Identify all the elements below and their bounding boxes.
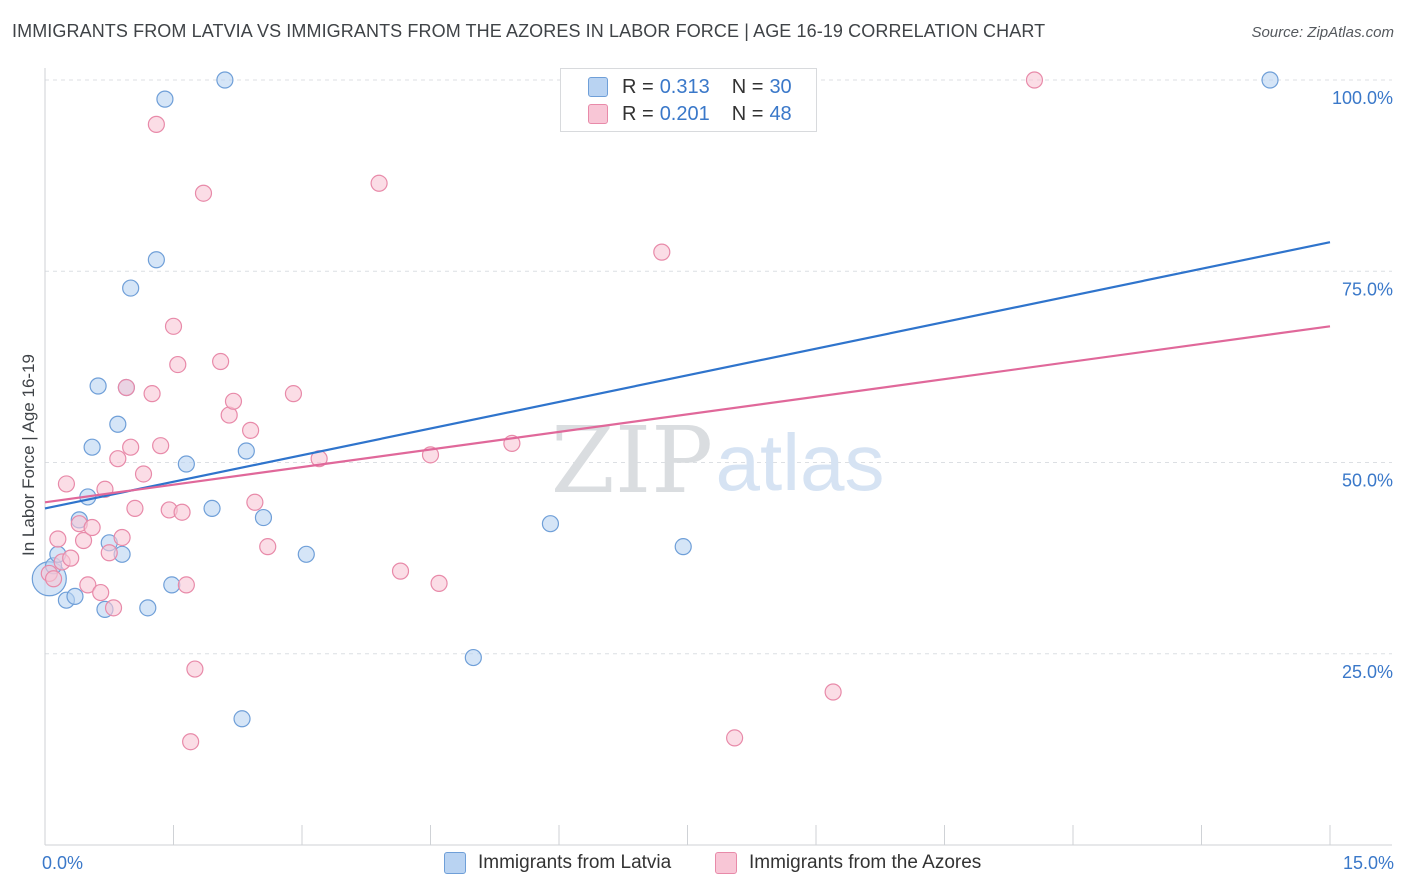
azores-point-1 <box>44 570 63 588</box>
y-tick-label-75: 75.0% <box>1342 279 1393 299</box>
gridlines <box>45 79 1392 655</box>
azores-point-5 <box>62 549 80 567</box>
azores-point-10 <box>92 583 110 602</box>
y-tick-label-25: 25.0% <box>1342 662 1393 682</box>
correlation-legend: R = 0.313 N = 30 R = 0.201 N = 48 <box>560 68 817 132</box>
azores-point-35 <box>246 493 264 511</box>
x-tick-label-1: 15.0% <box>1343 853 1394 873</box>
azores-point-25 <box>169 355 187 374</box>
azores-point-30 <box>194 184 213 202</box>
azores-point-47 <box>1025 71 1044 89</box>
y-tick-label-100: 100.0% <box>1332 88 1393 108</box>
latvia-point-16 <box>147 251 165 269</box>
legend-row-azores: R = 0.201 N = 48 <box>588 102 792 126</box>
watermark-zip: ZIP <box>551 407 713 514</box>
azores-point-2 <box>49 530 67 548</box>
legend-item-azores: Immigrants from the Azores <box>715 852 981 874</box>
azores-point-14 <box>109 450 127 468</box>
latvia-r-label: R = <box>622 75 654 98</box>
latvia-trend-line <box>44 241 1331 510</box>
azores-r-value: 0.201 <box>659 102 710 125</box>
azores-point-21 <box>147 115 165 133</box>
azores-point-39 <box>370 174 388 192</box>
latvia-point-7 <box>83 438 101 456</box>
latvia-point-18 <box>163 576 181 594</box>
azores-point-19 <box>134 465 153 483</box>
azores-r-label: R = <box>622 102 654 125</box>
azores-point-15 <box>113 528 131 547</box>
legend-row-latvia: R = 0.313 N = 30 <box>588 75 792 99</box>
azores-point-42 <box>430 574 448 592</box>
azores-point-28 <box>182 733 200 751</box>
latvia-point-11 <box>109 415 127 433</box>
trend-lines <box>44 241 1331 510</box>
latvia-point-19 <box>177 455 195 473</box>
azores-point-4 <box>57 475 76 493</box>
latvia-legend-swatch <box>444 852 466 874</box>
azores-point-8 <box>79 576 97 594</box>
azores-point-37 <box>284 385 303 403</box>
latvia-point-21 <box>216 71 234 89</box>
latvia-point-25 <box>297 545 315 563</box>
azores-point-33 <box>224 392 243 410</box>
azores-point-18 <box>126 499 144 517</box>
source-label: Source: ZipAtlas.com <box>1251 24 1394 41</box>
azores-point-13 <box>104 599 123 617</box>
azores-point-27 <box>177 576 195 594</box>
latvia-swatch <box>588 77 608 97</box>
azores-point-36 <box>259 538 277 556</box>
azores-point-9 <box>83 518 101 537</box>
latvia-point-20 <box>203 499 221 517</box>
latvia-point-24 <box>254 508 273 527</box>
azores-point-45 <box>726 729 744 747</box>
azores-swatch <box>588 104 608 124</box>
azores-trend-line <box>44 325 1331 504</box>
data-points <box>31 71 1279 751</box>
chart-title: IMMIGRANTS FROM LATVIA VS IMMIGRANTS FRO… <box>12 21 1046 41</box>
azores-n-label: N = <box>731 102 764 125</box>
latvia-point-22 <box>233 710 251 728</box>
latvia-legend-label: Immigrants from Latvia <box>478 852 672 873</box>
latvia-r-value: 0.313 <box>659 75 710 98</box>
latvia-point-28 <box>674 538 692 556</box>
azores-point-26 <box>173 503 191 521</box>
latvia-point-15 <box>139 599 157 617</box>
axes <box>44 68 1392 846</box>
latvia-n-value: 30 <box>769 75 792 98</box>
azores-legend-swatch <box>715 852 737 874</box>
azores-point-12 <box>100 544 118 562</box>
latvia-point-26 <box>464 648 482 667</box>
azores-n-value: 48 <box>769 102 792 125</box>
tick-labels: 25.0% 50.0% 75.0% 100.0% 0.0% 15.0% <box>42 88 1394 873</box>
azores-point-46 <box>824 683 842 701</box>
azores-point-17 <box>122 438 140 456</box>
x-tick-label-0: 0.0% <box>42 853 83 873</box>
y-axis-label: In Labor Force | Age 16-19 <box>19 354 38 556</box>
azores-point-29 <box>186 660 204 678</box>
latvia-point-4 <box>66 587 84 605</box>
latvia-point-8 <box>89 377 107 395</box>
azores-point-22 <box>152 437 170 455</box>
azores-point-31 <box>212 352 230 371</box>
legend-item-latvia: Immigrants from Latvia <box>444 852 671 874</box>
azores-point-34 <box>242 421 260 439</box>
latvia-point-23 <box>237 442 255 460</box>
azores-point-7 <box>74 531 93 550</box>
azores-point-40 <box>391 562 410 580</box>
latvia-n-label: N = <box>731 75 764 98</box>
azores-point-44 <box>653 243 671 261</box>
azores-point-24 <box>164 317 183 335</box>
latvia-point-17 <box>156 90 174 108</box>
latvia-point-29 <box>1261 71 1279 89</box>
y-tick-label-50: 50.0% <box>1342 471 1393 491</box>
azores-point-16 <box>117 378 135 397</box>
azores-point-20 <box>143 385 161 403</box>
latvia-point-27 <box>541 515 560 533</box>
latvia-point-14 <box>122 279 140 297</box>
watermark-atlas: atlas <box>716 418 885 507</box>
azores-legend-label: Immigrants from the Azores <box>749 852 982 873</box>
